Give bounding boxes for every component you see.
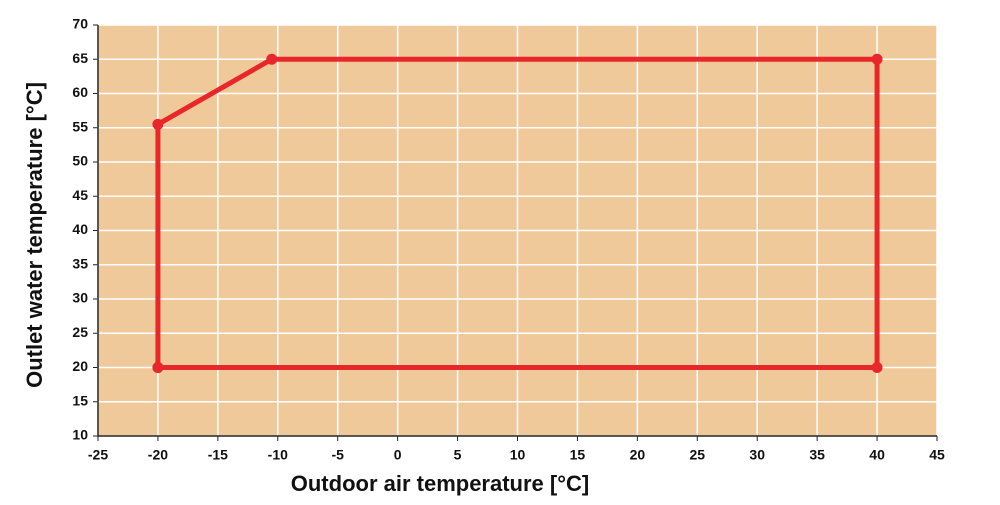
x-tick-label: 5	[454, 447, 462, 463]
x-tick-label: 25	[689, 447, 705, 463]
x-axis-title: Outdoor air temperature [°C]	[291, 471, 590, 496]
y-axis-title: Outlet water temperature [°C]	[22, 82, 47, 388]
point	[152, 118, 164, 130]
x-tick-label: -25	[88, 447, 108, 463]
x-tick-label: 40	[869, 447, 885, 463]
x-tick-label: 0	[394, 447, 402, 463]
y-tick-label: 35	[72, 255, 88, 271]
x-tick-label: 35	[809, 447, 825, 463]
y-tick-label: 15	[72, 392, 88, 408]
y-tick-label: 30	[72, 290, 88, 306]
point	[266, 53, 278, 65]
y-tick-label: 25	[72, 324, 88, 340]
y-tick-label: 60	[72, 84, 88, 100]
y-tick-label: 40	[72, 221, 88, 237]
point	[871, 53, 883, 65]
x-tick-label: 20	[630, 447, 646, 463]
point	[152, 362, 164, 373]
x-tick-label: 15	[570, 447, 586, 463]
x-tick-label: -20	[148, 447, 168, 463]
line	[155, 56, 880, 370]
x-tick-label: -5	[331, 447, 344, 463]
x-tick-label: 10	[510, 447, 526, 463]
point	[871, 362, 883, 373]
x-tick-label: -15	[208, 447, 228, 463]
x-tick-label: 45	[929, 447, 945, 463]
y-tick-label: 65	[72, 50, 88, 66]
y-tick-label: 10	[72, 427, 88, 443]
y-tick-label: 45	[72, 187, 88, 203]
x-tick-label: -10	[268, 447, 288, 463]
y-tick-label: 70	[72, 16, 88, 32]
y-tick-label: 20	[72, 358, 88, 374]
y-tick-label: 50	[72, 153, 88, 169]
y-tick-label: 55	[72, 118, 88, 134]
x-tick-label: 30	[749, 447, 765, 463]
